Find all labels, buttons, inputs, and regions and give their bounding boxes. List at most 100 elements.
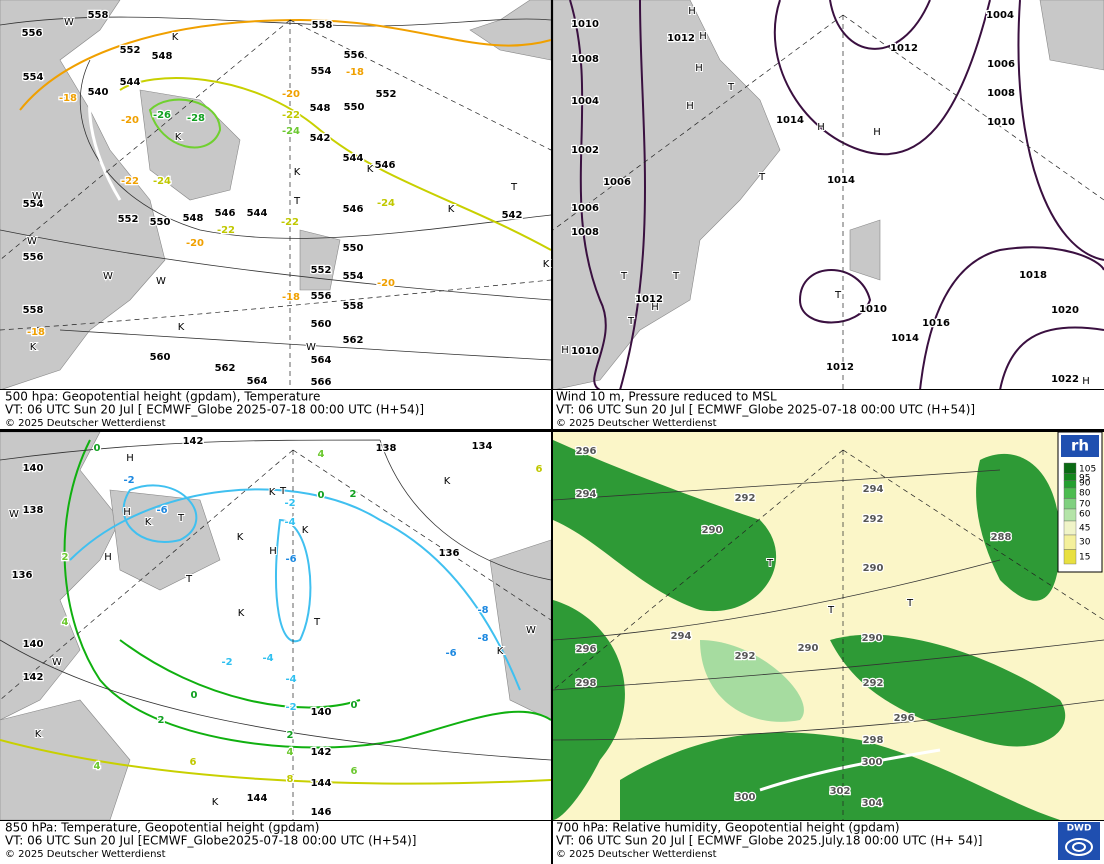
contour-label: 1012	[667, 33, 695, 44]
pressure-marker: H	[695, 63, 703, 74]
land	[849, 219, 881, 281]
pressure-marker: K	[302, 525, 309, 536]
contour-label: 554	[311, 66, 332, 77]
graticule	[552, 449, 1104, 820]
pressure-marker: T	[906, 598, 914, 609]
contour-label: 2	[287, 730, 294, 741]
contour-label: 292	[863, 514, 884, 525]
contour-label: 8	[287, 774, 294, 785]
contour-label: 554	[343, 271, 364, 282]
caption: 500 hpa: Geopotential height (gpdam), Te…	[5, 390, 320, 404]
contour-label: 0	[318, 490, 325, 501]
pressure-marker: H	[688, 6, 696, 17]
humidity-field	[553, 600, 625, 820]
legend-label: 60	[1079, 510, 1091, 520]
contour-label: 6	[536, 464, 543, 475]
contour-label: 1020	[1051, 305, 1079, 316]
contour-label: 134	[472, 441, 493, 452]
caption: © 2025 Deutscher Wetterdienst	[556, 418, 717, 429]
legend-label: 80	[1079, 489, 1091, 499]
contour-label: 294	[863, 484, 884, 495]
legend-swatch	[1063, 508, 1077, 522]
pressure-marker: W	[52, 657, 62, 668]
contour-label: 292	[735, 493, 756, 504]
humidity-field	[620, 732, 1060, 820]
legend-label: 95	[1079, 474, 1090, 484]
contour-label: 0	[351, 700, 358, 711]
contour	[79, 59, 552, 239]
contour-label: 548	[183, 213, 204, 224]
contour-label: -22	[217, 225, 235, 236]
pressure-marker: K	[444, 476, 451, 487]
contour	[19, 18, 552, 111]
pressure-marker: T	[185, 574, 193, 585]
divider	[0, 389, 1104, 390]
caption: © 2025 Deutscher Wetterdienst	[5, 849, 166, 860]
contour-label: 0	[94, 443, 101, 454]
contour-label: 4	[94, 761, 101, 772]
contour-label: 552	[311, 265, 332, 276]
contour-label: 544	[343, 153, 364, 164]
graticule	[0, 19, 552, 390]
legend-label: 70	[1079, 500, 1091, 510]
contour-label: 550	[150, 217, 171, 228]
legend-swatch	[1063, 462, 1077, 474]
pressure-marker: T	[766, 558, 774, 569]
contour-label: 558	[312, 20, 333, 31]
contour-label: -24	[377, 198, 395, 209]
contour-label: -6	[156, 505, 167, 516]
contour-label: -18	[282, 292, 300, 303]
pressure-marker: K	[497, 646, 504, 657]
pressure-marker: W	[156, 276, 166, 287]
contour-label: -20	[121, 115, 139, 126]
pressure-marker: T	[510, 182, 518, 193]
pressure-marker: H	[1082, 376, 1090, 387]
legend-label: 15	[1079, 553, 1090, 563]
pressure-marker: K	[238, 608, 245, 619]
contour-label: 550	[343, 243, 364, 254]
contour-label: 546	[215, 208, 236, 219]
pressure-marker: K	[367, 164, 374, 175]
contour-label: -20	[186, 238, 204, 249]
contour-label: 1010	[859, 304, 887, 315]
humidity-field	[976, 453, 1060, 601]
contour-label: 146	[311, 807, 332, 818]
contour-label: 1016	[922, 318, 950, 329]
legend-header	[1061, 435, 1099, 457]
contour-label: 144	[311, 778, 332, 789]
pressure-marker: H	[104, 552, 112, 563]
pressure-marker: H	[686, 101, 694, 112]
pressure-marker: H	[561, 345, 569, 356]
pressure-marker: W	[27, 236, 37, 247]
contour-label: 550	[344, 102, 365, 113]
contour-label: 1012	[635, 294, 663, 305]
contour-label: 144	[247, 793, 268, 804]
contour-label: -2	[123, 475, 134, 486]
pressure-marker: K	[175, 132, 182, 143]
pressure-marker: K	[178, 322, 185, 333]
pressure-marker: W	[9, 509, 19, 520]
contour-label: 300	[862, 757, 883, 768]
contour-label: 558	[88, 10, 109, 21]
contour-label: -8	[477, 633, 488, 644]
humidity-field	[700, 640, 804, 722]
contour-label: 1012	[826, 362, 854, 373]
contour-label: -22	[282, 110, 300, 121]
contour-label: 1006	[603, 177, 631, 188]
pressure-marker: T	[834, 290, 842, 301]
contour-label: 140	[23, 463, 44, 474]
pressure-marker: K	[30, 342, 37, 353]
contour-label: 542	[310, 133, 331, 144]
contour-label: -8	[477, 605, 488, 616]
panel-msl	[552, 0, 1104, 391]
pressure-marker: H	[269, 546, 277, 557]
contour-label: -22	[281, 217, 299, 228]
legend-swatch	[1063, 473, 1077, 481]
contour-label: 552	[118, 214, 139, 225]
land	[0, 0, 166, 391]
caption: VT: 06 UTC Sun 20 Jul [ ECMWF_Globe 2025…	[5, 403, 424, 417]
contour	[0, 739, 552, 785]
contour-label: 544	[247, 208, 268, 219]
